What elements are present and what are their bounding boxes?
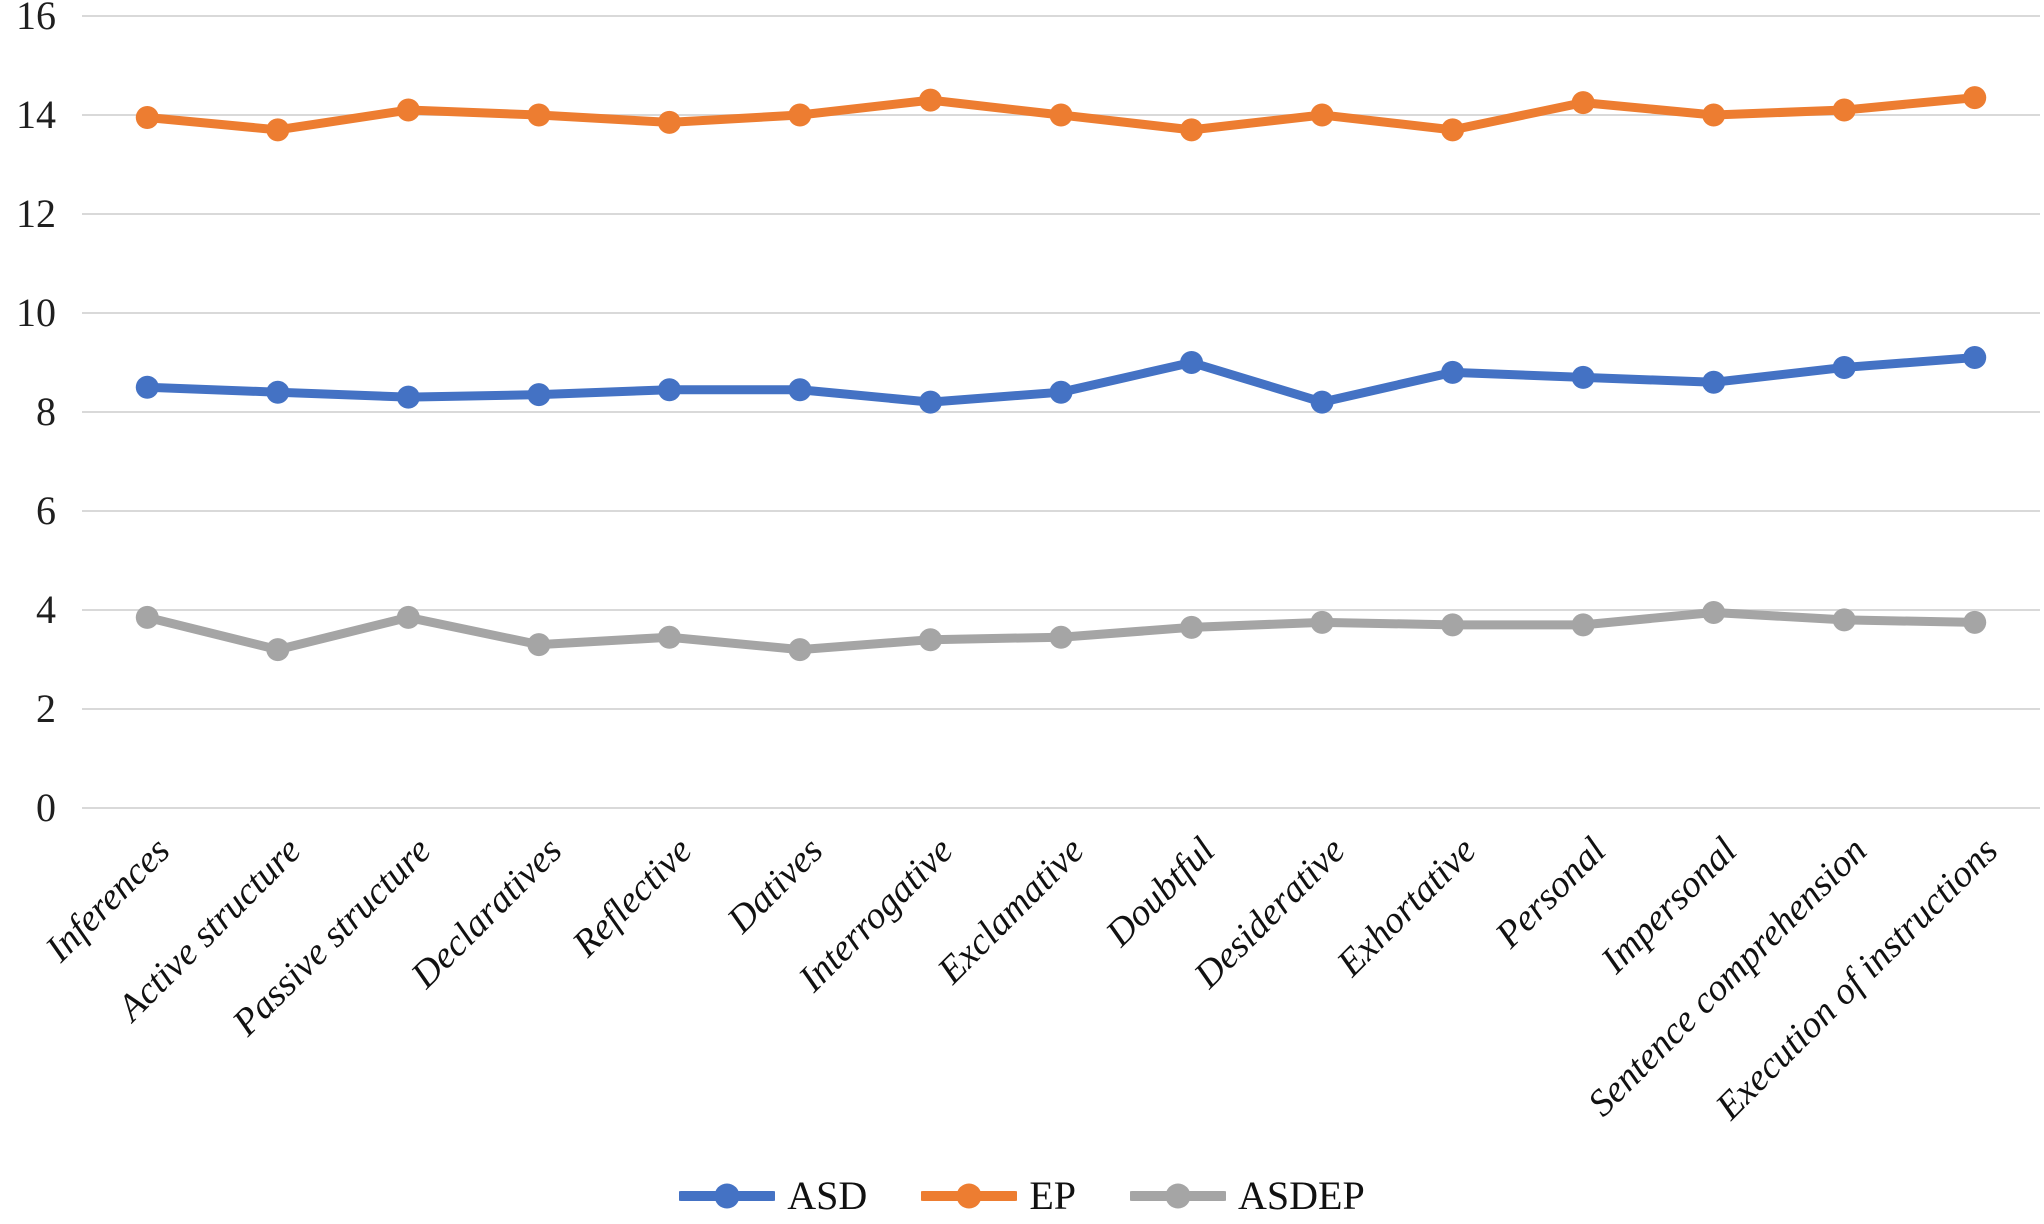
data-point-marker-asd (1310, 390, 1334, 414)
legend-marker-ep-icon (921, 1183, 1018, 1209)
data-point-marker-asdep (1180, 615, 1204, 639)
data-point-marker-asdep (918, 628, 942, 652)
data-point-marker-ep (1180, 118, 1204, 142)
data-point-marker-asd (266, 380, 290, 404)
data-point-marker-ep (266, 118, 290, 142)
y-axis-tick-label: 12 (16, 191, 56, 236)
y-axis-tick-label: 10 (16, 290, 56, 335)
legend-marker-asd-icon (679, 1183, 776, 1209)
data-point-marker-ep (1049, 103, 1073, 127)
legend-label: EP (1029, 1173, 1076, 1218)
data-point-marker-asdep (1049, 625, 1073, 649)
data-point-marker-ep (1441, 118, 1465, 142)
data-point-marker-ep (396, 98, 420, 122)
data-point-marker-asd (788, 378, 812, 402)
data-point-marker-ep (1702, 103, 1726, 127)
data-point-marker-ep (1832, 98, 1856, 122)
legend-item-asd: ASD (679, 1172, 867, 1220)
data-point-marker-asd (527, 383, 551, 407)
data-point-marker-asdep (788, 638, 812, 662)
data-point-marker-asdep (657, 625, 681, 649)
data-point-marker-asd (1832, 355, 1856, 379)
y-axis-tick-label: 2 (36, 686, 56, 731)
data-point-marker-asd (1441, 360, 1465, 384)
data-point-marker-asd (918, 390, 942, 414)
y-axis-tick-label: 6 (36, 488, 56, 533)
y-axis-tick-label: 8 (36, 389, 56, 434)
data-point-marker-asdep (135, 605, 159, 629)
data-point-marker-ep (527, 103, 551, 127)
y-axis-tick-label: 14 (16, 92, 56, 137)
legend-marker-asdep-icon (1130, 1183, 1226, 1209)
y-axis-tick-label: 0 (36, 785, 56, 830)
legend-item-asdep: ASDEP (1130, 1172, 1365, 1220)
data-point-marker-ep (1310, 103, 1334, 127)
legend-dot (956, 1183, 982, 1209)
data-point-marker-asd (1049, 380, 1073, 404)
legend-label: ASD (787, 1173, 868, 1218)
y-axis-tick-label: 4 (36, 587, 56, 632)
data-point-marker-asd (657, 378, 681, 402)
data-point-marker-asdep (1310, 610, 1334, 634)
data-point-marker-asd (135, 375, 159, 399)
y-axis-tick-label: 16 (16, 0, 56, 38)
legend-dot (1165, 1183, 1191, 1209)
data-point-marker-asd (1963, 346, 1987, 370)
data-point-marker-ep (1963, 86, 1987, 110)
data-point-marker-asdep (1832, 608, 1856, 632)
legend: ASD EP ASDEP (0, 1172, 2044, 1220)
data-point-marker-ep (657, 110, 681, 134)
legend-label: ASDEP (1238, 1173, 1365, 1218)
data-point-marker-asd (396, 385, 420, 409)
data-point-marker-asdep (527, 633, 551, 657)
data-point-marker-ep (135, 105, 159, 129)
data-point-marker-asdep (1963, 610, 1987, 634)
data-point-marker-asdep (1702, 600, 1726, 624)
data-point-marker-asd (1571, 365, 1595, 389)
data-point-marker-asdep (266, 638, 290, 662)
data-point-marker-asdep (1571, 613, 1595, 637)
data-point-marker-ep (788, 103, 812, 127)
data-point-marker-asdep (1441, 613, 1465, 637)
data-point-marker-asd (1180, 351, 1204, 374)
data-point-marker-ep (1571, 91, 1595, 115)
data-point-marker-ep (918, 88, 942, 112)
data-point-marker-asdep (396, 605, 420, 629)
legend-item-ep: EP (921, 1172, 1076, 1220)
legend-dot (714, 1183, 740, 1209)
data-point-marker-asd (1702, 370, 1726, 394)
